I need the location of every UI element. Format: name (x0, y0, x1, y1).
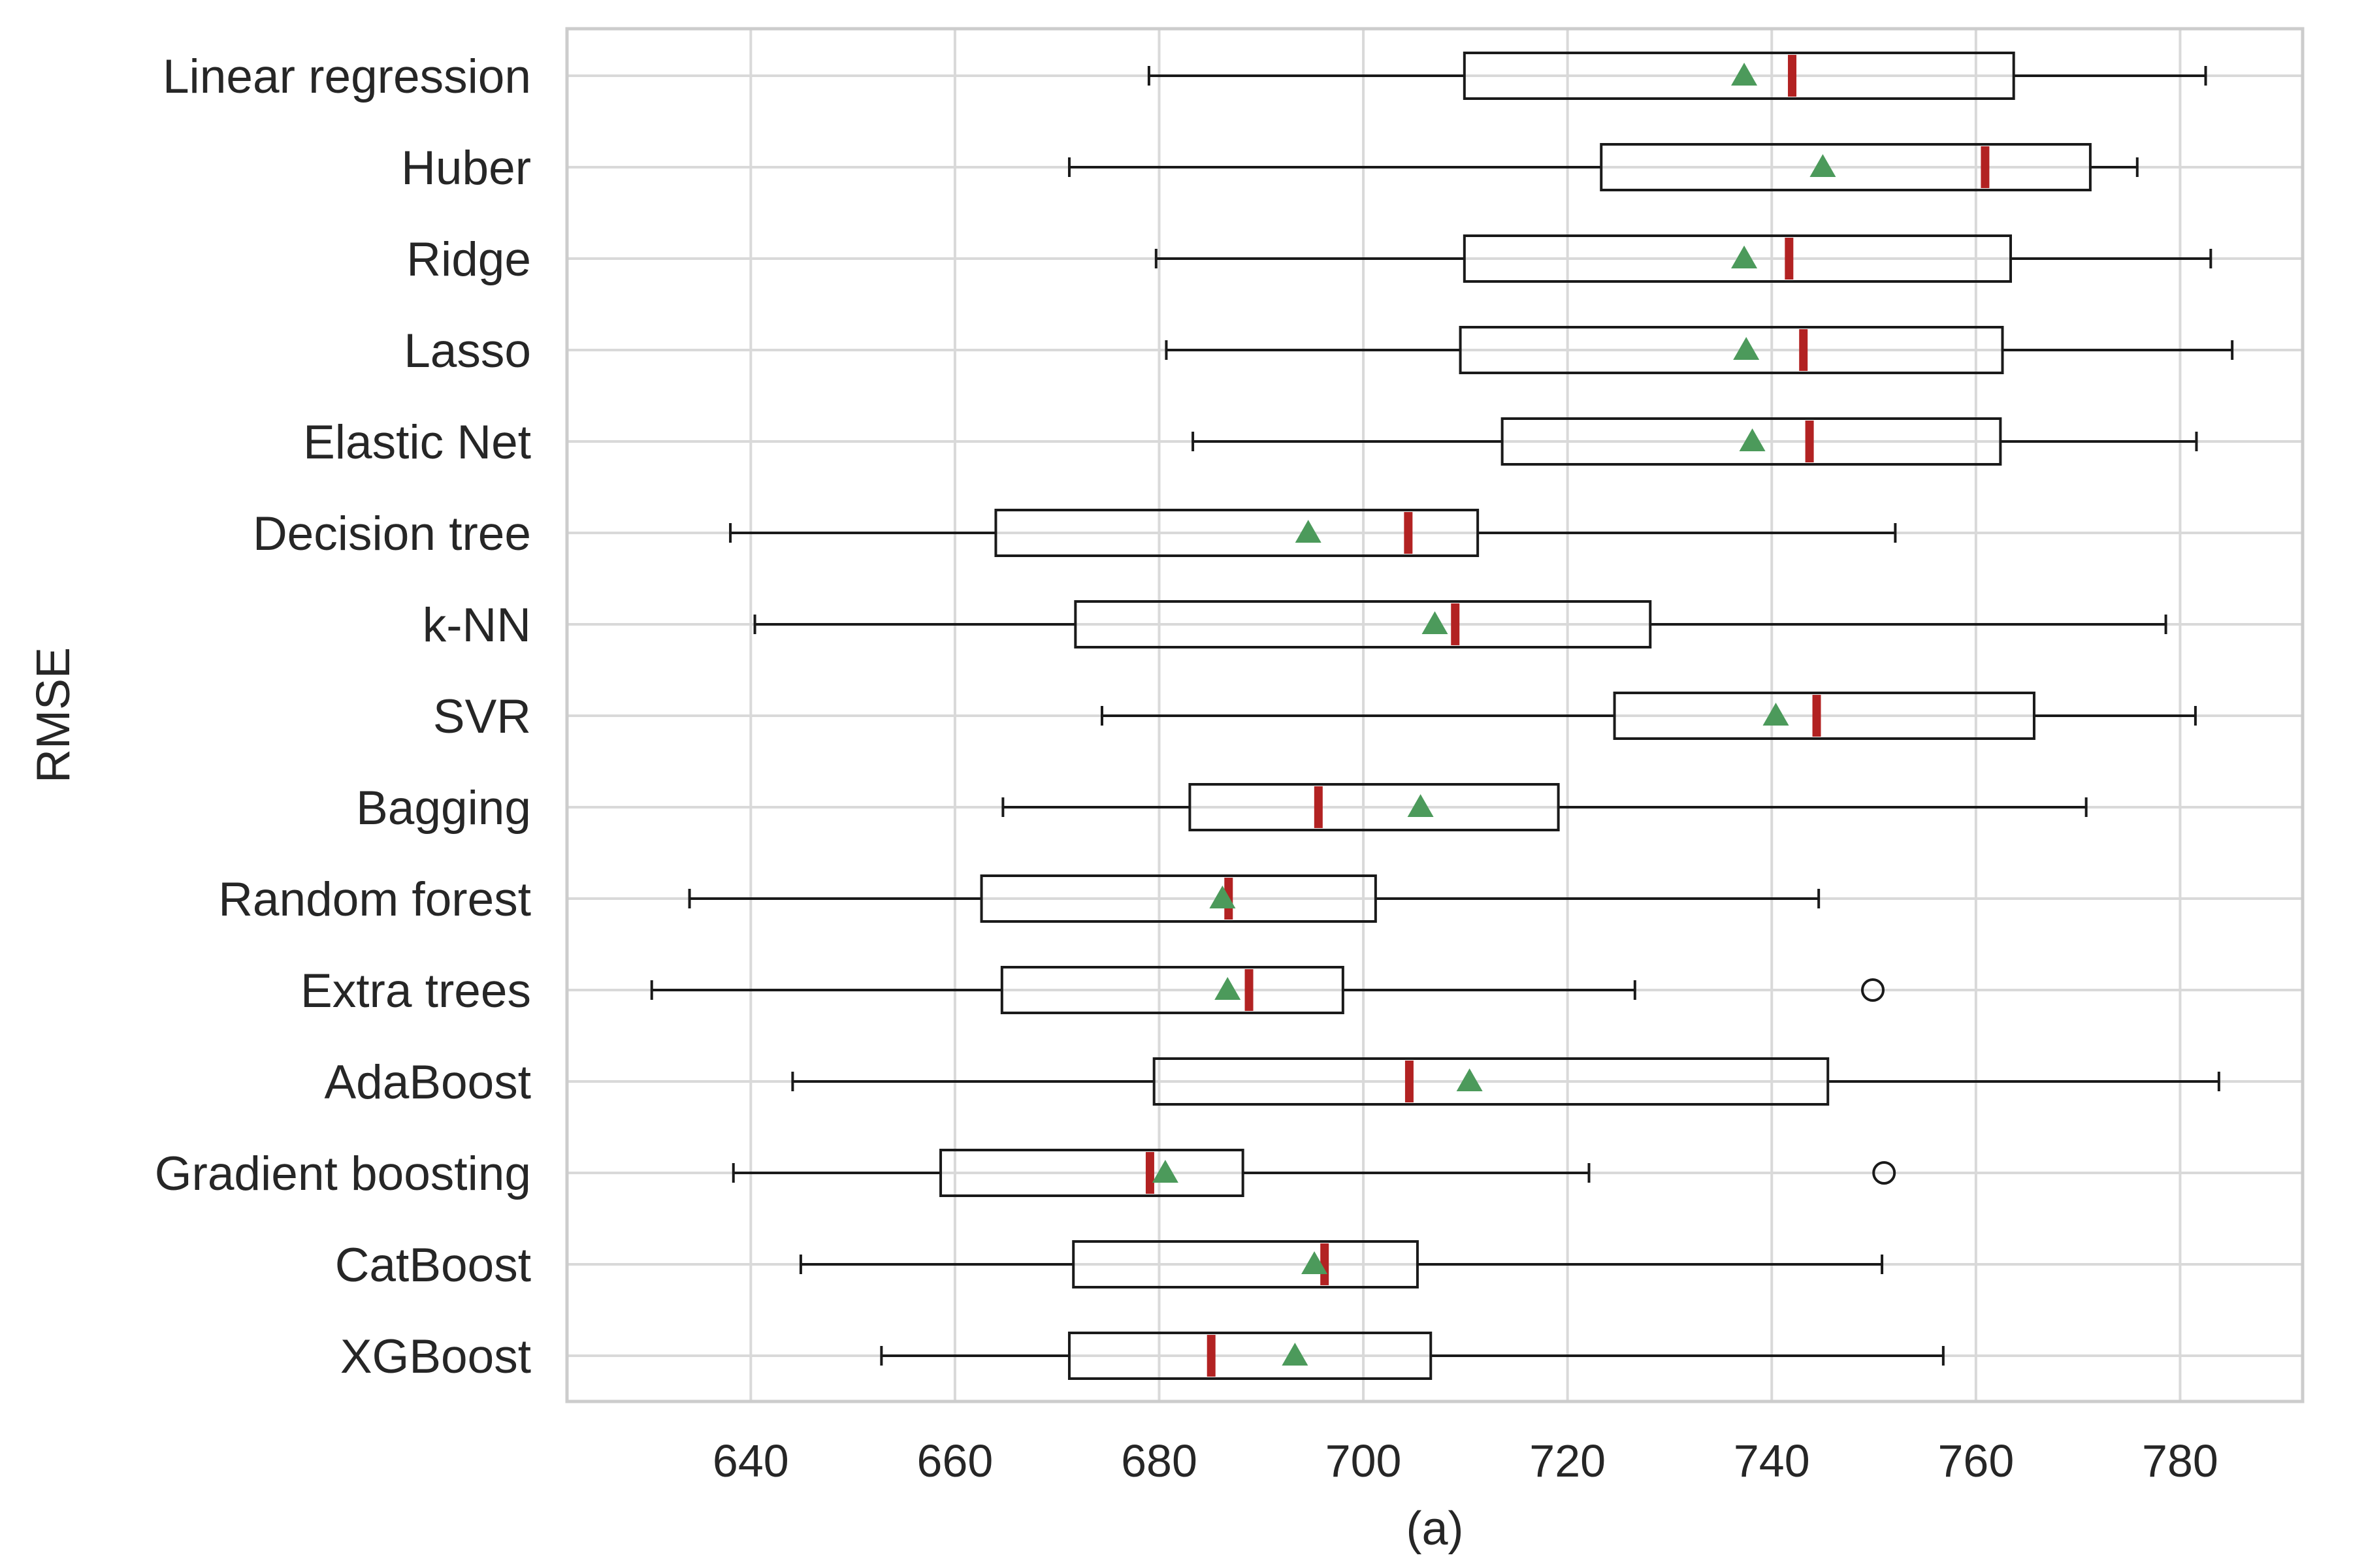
category-label: AdaBoost (324, 1056, 531, 1109)
mean-marker (1733, 337, 1760, 360)
box-lasso (1165, 326, 2234, 374)
x-tick-label: 720 (1529, 1435, 1606, 1486)
mean-marker (1731, 246, 1758, 268)
x-tick-labels: 640 660 680 700 720 740 760 780 (713, 1435, 2218, 1486)
box-bagging (1001, 783, 2088, 831)
category-label: Decision tree (253, 507, 531, 560)
category-label: SVR (433, 690, 531, 743)
box-gradient-boosting (732, 1149, 1896, 1197)
iqr-box (1067, 1332, 1433, 1380)
y-axis-title: RMSE (27, 647, 80, 783)
box-catboost (799, 1240, 1884, 1288)
mean-marker (1301, 1251, 1328, 1274)
category-label: Extra trees (300, 965, 531, 1017)
mean-marker (1421, 611, 1448, 634)
iqr-box (980, 874, 1377, 923)
iqr-box (1500, 417, 2002, 466)
y-tick-labels: Linear regression Huber Ridge Lasso Elastic … (155, 50, 531, 1383)
box-xgboost (880, 1332, 1945, 1380)
category-label: Ridge (406, 233, 531, 286)
iqr-box (1152, 1057, 1830, 1106)
box-random-forest (688, 874, 1821, 923)
mean-marker (1152, 1160, 1178, 1183)
box-k-nn (753, 600, 2167, 648)
mean-marker (1731, 63, 1758, 86)
box-svr (1100, 692, 2197, 740)
x-tick-label: 740 (1734, 1435, 1810, 1486)
iqr-box (1459, 326, 2004, 374)
iqr-box (1188, 783, 1560, 831)
category-label: k-NN (423, 599, 531, 652)
box-huber (1067, 143, 2139, 191)
plot-area-frame (565, 27, 2305, 1403)
iqr-box (994, 509, 1480, 557)
category-label: Bagging (356, 782, 531, 835)
category-label: Elastic Net (303, 416, 531, 469)
mean-marker (1739, 428, 1766, 451)
box-ridge (1154, 234, 2212, 283)
box-adaboost (791, 1057, 2220, 1106)
iqr-box (1000, 966, 1344, 1014)
x-tick-label: 660 (917, 1435, 994, 1486)
category-label: Huber (401, 142, 531, 195)
mean-marker (1209, 886, 1236, 908)
category-label: Linear regression (163, 50, 531, 103)
x-tick-label: 700 (1325, 1435, 1402, 1486)
category-label: Gradient boosting (155, 1147, 531, 1200)
x-tick-label: 780 (2142, 1435, 2218, 1486)
box-layer (650, 52, 2234, 1380)
x-axis-title: (a) (1406, 1503, 1464, 1555)
box-elastic-net (1191, 417, 2198, 466)
x-tick-label: 760 (1937, 1435, 2014, 1486)
iqr-box (1074, 600, 1652, 648)
outlier-point (1872, 1161, 1896, 1185)
x-tick-label: 680 (1121, 1435, 1197, 1486)
mean-marker (1456, 1068, 1483, 1091)
mean-marker (1809, 154, 1836, 177)
box-extra-trees (650, 966, 1885, 1014)
iqr-box (1463, 52, 2015, 100)
iqr-box (1613, 692, 2035, 740)
iqr-box (1072, 1240, 1419, 1288)
mean-marker (1214, 977, 1241, 1000)
mean-marker (1282, 1343, 1308, 1366)
category-label: CatBoost (335, 1239, 531, 1292)
category-label: Random forest (218, 873, 531, 926)
mean-marker (1407, 794, 1434, 817)
iqr-box (1463, 234, 2012, 283)
mean-marker (1762, 703, 1789, 726)
iqr-box (939, 1149, 1244, 1197)
category-label: Lasso (404, 325, 531, 377)
box-decision-tree (729, 509, 1897, 557)
mean-marker (1295, 520, 1321, 543)
category-label: XGBoost (340, 1330, 531, 1383)
x-tick-label: 640 (713, 1435, 789, 1486)
iqr-box (1600, 143, 2092, 191)
outlier-point (1861, 978, 1885, 1002)
box-linear-regression (1147, 52, 2207, 100)
